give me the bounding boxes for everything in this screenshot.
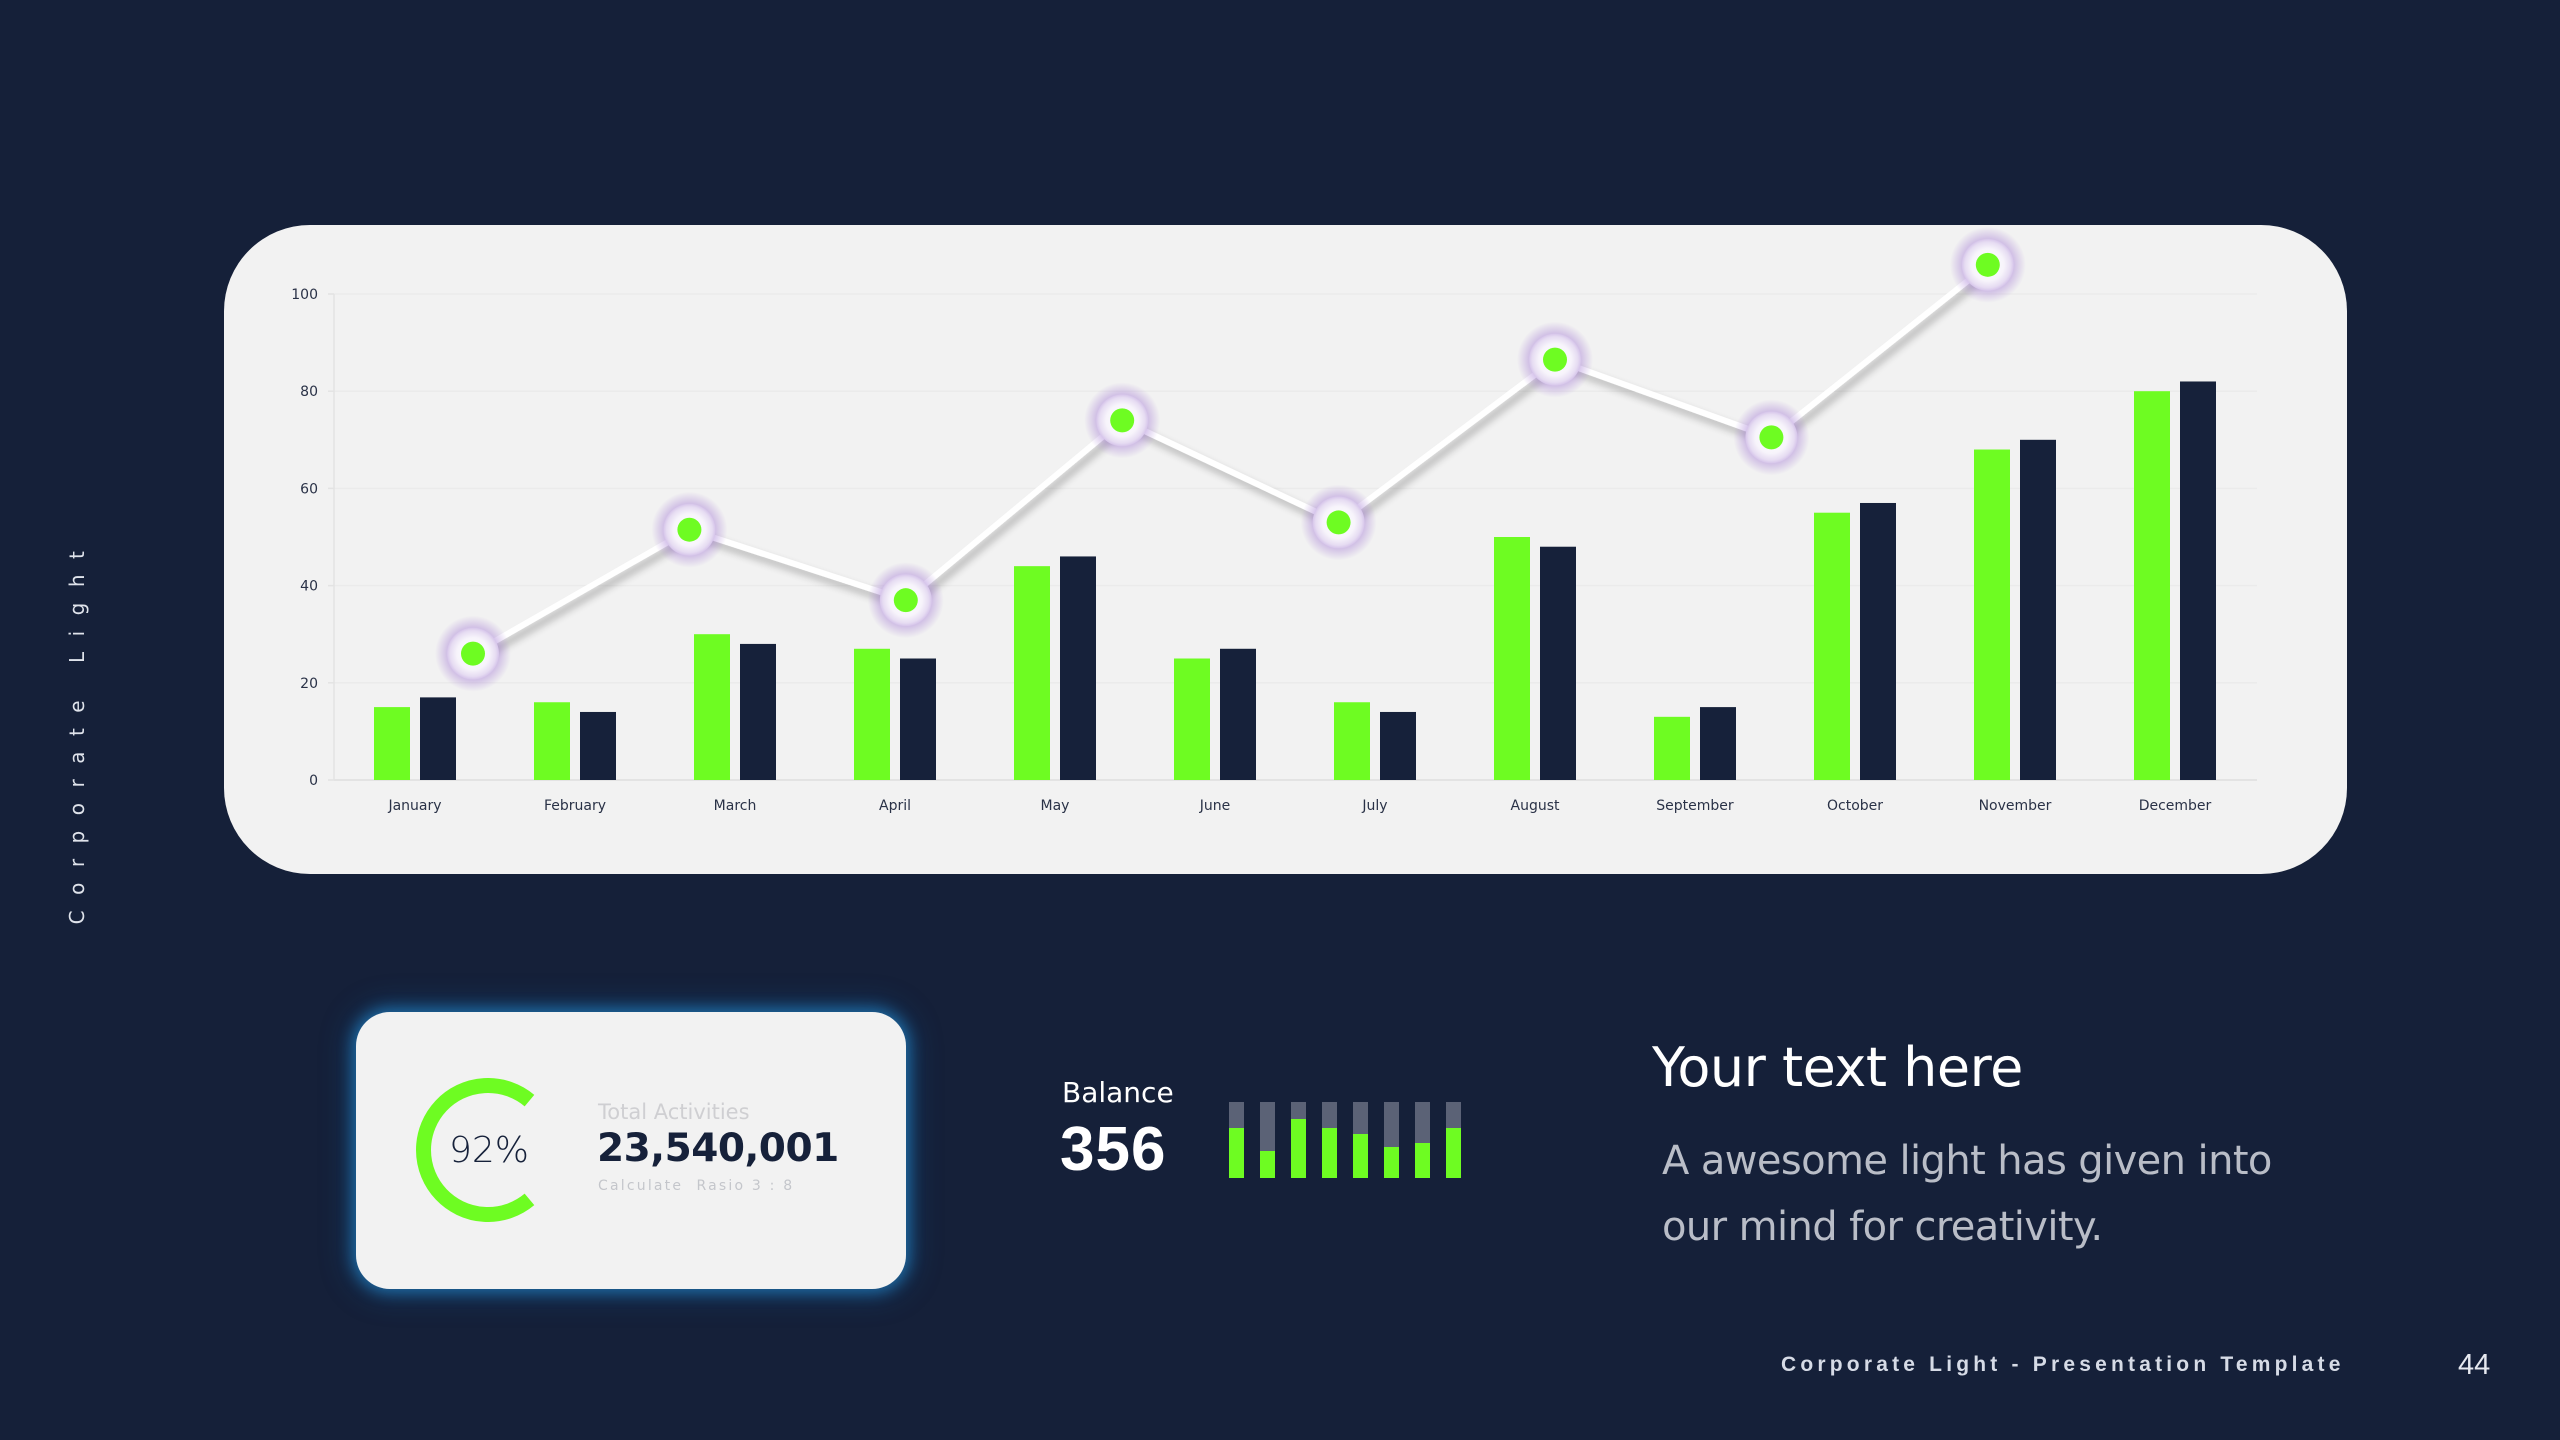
x-tick-label: October: [1827, 798, 1883, 814]
mini-bar-fill: [1260, 1150, 1275, 1178]
mini-bar-fill: [1353, 1133, 1368, 1178]
bar-october-series-1: [1814, 512, 1850, 780]
x-tick-label: December: [2139, 798, 2212, 814]
bar-series: [374, 381, 2216, 780]
bar-november-series-2: [2020, 439, 2056, 780]
progress-ring: [416, 1078, 535, 1222]
y-axis-ticks: 0 20 40 60 80 100: [291, 287, 318, 789]
balance-mini-bar-chart: [1229, 1102, 1461, 1178]
marker-dot-icon: [1543, 347, 1567, 372]
bar-december-series-1: [2134, 391, 2170, 780]
x-tick-label: March: [714, 798, 757, 814]
y-tick-label: 60: [300, 481, 318, 497]
x-axis-labels: January February March April May June July Augu…: [387, 798, 2211, 814]
marker-dot-icon: [1759, 425, 1784, 450]
bar-june-series-2: [1220, 648, 1256, 780]
mini-bar-fill: [1229, 1127, 1244, 1178]
x-tick-label: June: [1199, 798, 1231, 814]
marker-dot-icon: [1975, 252, 2000, 277]
y-tick-label: 40: [300, 579, 318, 595]
bar-august-series-2: [1540, 546, 1576, 780]
balance-value: 356: [1060, 1115, 1167, 1184]
text-body: A awesome light has given into our mind …: [1662, 1138, 2272, 1250]
bar-may-series-2: [1060, 556, 1096, 780]
mini-bar-fill: [1291, 1118, 1306, 1178]
marker-dot-icon: [893, 588, 918, 613]
bar-june-series-1: [1174, 658, 1210, 780]
mini-bar: [1260, 1102, 1275, 1178]
bar-february-series-1: [534, 702, 570, 780]
trend-markers: [435, 226, 2026, 692]
text-headline: Your text here: [1652, 1036, 2023, 1099]
bar-january-series-2: [420, 697, 456, 780]
x-tick-label: April: [879, 798, 911, 814]
marker-dot-icon: [1110, 408, 1135, 433]
trend-marker: [867, 562, 944, 639]
bar-april-series-2: [900, 658, 936, 780]
balance-label: Balance: [1062, 1076, 1174, 1109]
trend-marker: [1733, 399, 1810, 476]
bar-march-series-2: [740, 643, 776, 780]
trend-marker: [1949, 226, 2026, 303]
bar-january-series-1: [374, 707, 410, 780]
x-tick-label: July: [1361, 798, 1387, 814]
progress-percent: 92%: [448, 1129, 529, 1171]
mini-bar-fill: [1322, 1127, 1337, 1178]
footer-title: Corporate Light - Presentation Template: [1781, 1353, 2345, 1376]
x-tick-label: February: [544, 798, 606, 814]
bar-september-series-1: [1654, 716, 1690, 780]
kpi-label: Total Activities: [598, 1100, 750, 1124]
mini-bar-fill: [1384, 1146, 1399, 1178]
total-activities-card: 92% Total Activities 23,540,001 Calculat…: [356, 1012, 906, 1289]
y-tick-label: 0: [309, 773, 318, 789]
bar-december-series-2: [2180, 381, 2216, 780]
x-tick-label: November: [1979, 798, 2052, 814]
mini-bar: [1446, 1102, 1461, 1178]
mini-bar: [1291, 1102, 1306, 1178]
marker-dot-icon: [461, 641, 485, 666]
x-tick-label: January: [387, 798, 441, 814]
y-tick-label: 100: [291, 287, 318, 303]
bar-february-series-2: [580, 711, 616, 780]
mini-bar: [1322, 1102, 1337, 1178]
mini-bar-fill: [1415, 1143, 1430, 1178]
marker-dot-icon: [677, 517, 702, 542]
bar-march-series-1: [694, 634, 730, 780]
trend-marker: [1517, 321, 1593, 398]
x-tick-label: September: [1656, 798, 1734, 814]
trend-marker: [651, 491, 728, 568]
bar-september-series-2: [1700, 707, 1736, 780]
chart-card: 0 20 40 60 80 100 January February March April Ma…: [224, 225, 2347, 874]
combo-bar-line-chart: 0 20 40 60 80 100 January February March April Ma…: [291, 226, 2257, 814]
kpi-subtext: Calculate Rasio 3 : 8: [598, 1178, 795, 1194]
trend-marker: [435, 615, 511, 692]
y-tick-label: 80: [300, 384, 318, 400]
bar-july-series-2: [1380, 711, 1416, 780]
page-number: 44: [2458, 1349, 2491, 1381]
bar-august-series-1: [1494, 537, 1530, 780]
marker-dot-icon: [1326, 510, 1351, 535]
mini-bar: [1384, 1102, 1399, 1178]
mini-bar: [1415, 1102, 1430, 1178]
gridlines: [328, 293, 2257, 781]
trend-marker: [1084, 382, 1161, 459]
bar-november-series-1: [1974, 449, 2010, 780]
mini-bar: [1229, 1102, 1244, 1178]
mini-bar: [1353, 1102, 1368, 1178]
mini-bar-fill: [1446, 1127, 1461, 1178]
sidebar-vertical-title: Corporate Light: [65, 535, 89, 925]
bar-may-series-1: [1014, 566, 1050, 780]
bar-july-series-1: [1334, 702, 1370, 780]
x-tick-label: August: [1511, 798, 1561, 814]
trend-marker: [1300, 484, 1377, 561]
kpi-value: 23,540,001: [597, 1126, 839, 1171]
y-tick-label: 20: [300, 676, 318, 692]
x-tick-label: May: [1041, 798, 1070, 814]
bar-october-series-2: [1860, 502, 1896, 780]
bar-april-series-1: [854, 648, 890, 780]
